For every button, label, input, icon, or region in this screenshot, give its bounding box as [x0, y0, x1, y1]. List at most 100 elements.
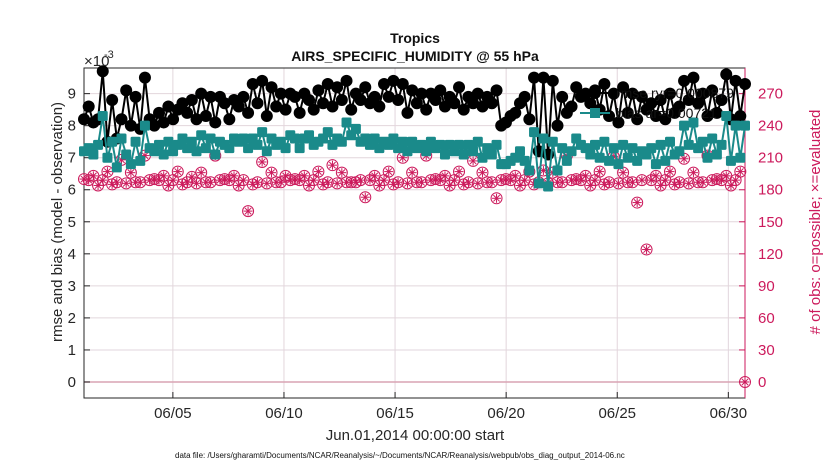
bias-point [196, 130, 207, 141]
rmse-point [448, 97, 461, 110]
rmse-point [607, 87, 620, 100]
obs-possible-point [171, 165, 184, 178]
rmse-point [631, 113, 644, 126]
bias-point [688, 117, 699, 128]
bias-point [683, 139, 694, 150]
bias-point [608, 143, 619, 154]
bias-point [135, 155, 146, 166]
bias-point [158, 149, 169, 160]
obs-evaluated-point [384, 167, 394, 177]
obs-evaluated-point [632, 198, 642, 208]
bias-point [97, 111, 108, 122]
rmse-point [696, 87, 709, 100]
rmse-point [153, 106, 166, 119]
obs-possible-point [612, 177, 625, 190]
obs-evaluated-point [196, 168, 206, 178]
bias-point [304, 130, 315, 141]
rmse-point [359, 81, 372, 94]
bias-point [716, 139, 727, 150]
obs-evaluated-point [721, 171, 731, 181]
bias-point [280, 143, 291, 154]
rmse-point [303, 94, 316, 107]
rmse-point [293, 106, 306, 119]
bias-point [646, 143, 657, 154]
obs-evaluated-point [665, 167, 675, 177]
bias-point [468, 146, 479, 157]
obs-possible-point [631, 196, 644, 209]
obs-evaluated-point [337, 168, 347, 178]
obs-possible-point [256, 155, 269, 168]
x-tick-label: 06/25 [598, 405, 636, 422]
obs-evaluated-point [646, 175, 656, 185]
bias-point [102, 152, 113, 163]
bias-point [566, 146, 577, 157]
rmse-point [96, 65, 109, 78]
y-tick-label-right: 180 [758, 182, 783, 199]
obs-evaluated-point [88, 171, 98, 181]
rmse-point [701, 110, 714, 123]
bias-point [585, 149, 596, 160]
obs-evaluated-point [98, 175, 108, 185]
rmse-point [528, 71, 541, 84]
rmse-point [331, 81, 344, 94]
obs-possible-point [251, 176, 264, 189]
rmse-point [584, 97, 597, 110]
obs-evaluated-point [327, 160, 337, 170]
rmse-point [617, 81, 630, 94]
rmse-point [565, 100, 578, 113]
rmse-point [706, 84, 719, 97]
rmse-point [401, 106, 414, 119]
x-tick-label: 06/30 [710, 405, 748, 422]
bias-point [725, 155, 736, 166]
rmse-point [396, 78, 409, 91]
obs-evaluated-point [492, 193, 502, 203]
rmse-point [551, 119, 564, 132]
y-tick-label-left: 9 [68, 86, 76, 103]
y-tick-label-left: 5 [68, 214, 76, 231]
obs-possible-point [673, 176, 686, 189]
obs-evaluated-point [463, 177, 473, 187]
obs-evaluated-point [332, 178, 342, 188]
bias-point [454, 139, 465, 150]
rmse-point [556, 90, 569, 103]
bias-point [524, 165, 535, 176]
bias-point [421, 146, 432, 157]
y-tick-label-right: 210 [758, 150, 783, 167]
bias-point [730, 120, 741, 131]
obs-possible-point [110, 176, 123, 189]
bias-point [402, 146, 413, 157]
rmse-point [274, 87, 287, 100]
obs-evaluated-point [112, 177, 122, 187]
obs-evaluated-point [267, 168, 277, 178]
obs-evaluated-point [252, 177, 262, 187]
bias-point [622, 152, 633, 163]
obs-possible-point [401, 177, 414, 190]
rmse-point [321, 78, 334, 91]
obs-evaluated-point [613, 178, 623, 188]
obs-possible-point [640, 243, 653, 256]
bias-point [439, 149, 450, 160]
rmse-point [635, 90, 648, 103]
rmse-point [626, 87, 639, 100]
bias-point [388, 133, 399, 144]
bias-point [533, 178, 544, 189]
obs-possible-point [326, 159, 339, 172]
bias-point [655, 139, 666, 150]
y-tick-label-right: 60 [758, 310, 775, 327]
rmse-point [523, 113, 536, 126]
bias-point [538, 133, 549, 144]
obs-evaluated-point [135, 177, 145, 187]
bias-point [735, 152, 746, 163]
bias-point [243, 143, 254, 154]
obs-possible-point [120, 177, 133, 190]
obs-evaluated-point [581, 171, 591, 181]
rmse-point [115, 113, 128, 126]
rmse-point [673, 100, 686, 113]
rmse-point [129, 90, 142, 103]
obs-evaluated-point [731, 175, 741, 185]
y-tick-label-left: 2 [68, 310, 76, 327]
obs-evaluated-point [173, 167, 183, 177]
obs-possible-point [331, 177, 344, 190]
obs-possible-point [321, 176, 334, 189]
